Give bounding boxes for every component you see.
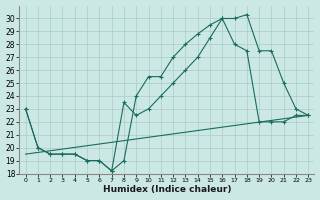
X-axis label: Humidex (Indice chaleur): Humidex (Indice chaleur) [103,185,231,194]
